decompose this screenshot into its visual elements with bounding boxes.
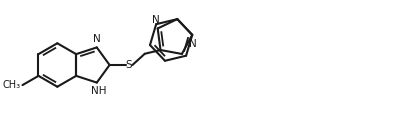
- Text: S: S: [126, 60, 132, 70]
- Text: N: N: [93, 34, 101, 44]
- Text: N: N: [152, 15, 160, 25]
- Text: CH₃: CH₃: [2, 80, 20, 90]
- Text: NH: NH: [90, 86, 106, 96]
- Text: N: N: [188, 39, 196, 49]
